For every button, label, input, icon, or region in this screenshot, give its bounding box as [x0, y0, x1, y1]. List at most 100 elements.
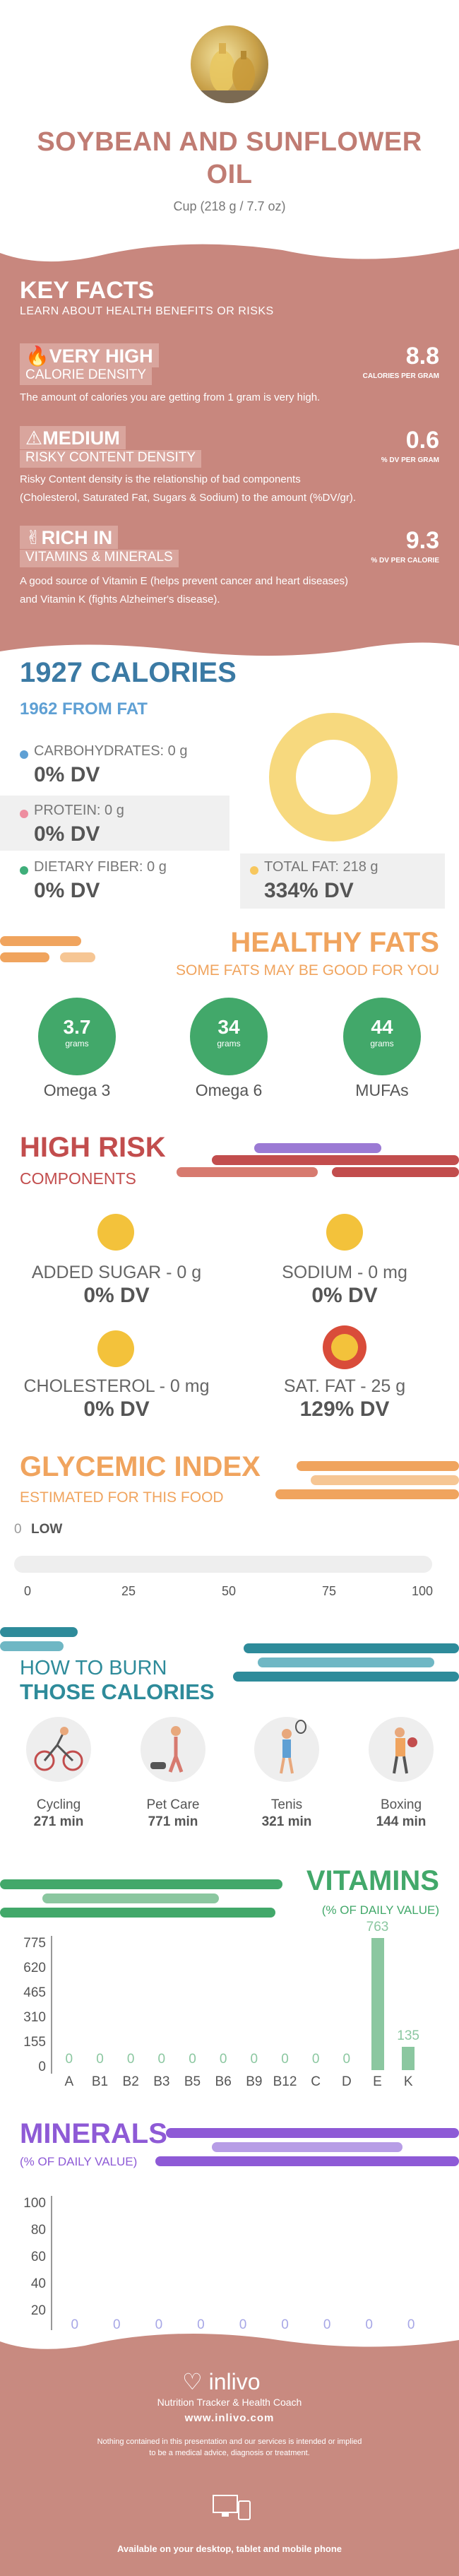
stripe-decoration — [60, 952, 95, 962]
vitamins-title: VITAMINS — [306, 1865, 439, 1896]
warning-icon: ⚠ — [25, 427, 43, 449]
fiber-block — [0, 853, 230, 909]
heart-icon: ♡ — [182, 2369, 203, 2394]
y-tick: 80 — [30, 2223, 46, 2238]
calorie-density-unit: CALORIES PER GRAM — [362, 372, 439, 380]
bar-value-label: 0 — [197, 2317, 205, 2332]
y-axis — [51, 1936, 52, 2074]
rich-in-unit: % DV PER CALORIE — [371, 557, 439, 565]
burn-title-1: HOW TO BURN — [20, 1657, 167, 1679]
bar-value-label: 0 — [250, 2052, 258, 2067]
fat-dv: 334% DV — [264, 879, 354, 902]
stripe-decoration — [0, 1641, 64, 1651]
risky-density-label: RISKY CONTENT DENSITY — [20, 450, 202, 468]
frown-icon — [323, 1325, 366, 1369]
stripe-decoration — [297, 1461, 459, 1471]
x-tick-label: B5 — [184, 2074, 201, 2089]
bar-value-label: 0 — [155, 2317, 163, 2332]
x-tick-label: B9 — [246, 2074, 263, 2089]
y-tick: 155 — [23, 2035, 46, 2050]
x-tick-label: B6 — [215, 2074, 232, 2089]
omega6-label: Omega 6 — [195, 1081, 263, 1099]
calories-donut — [269, 713, 398, 841]
y-tick: 465 — [23, 1985, 46, 2000]
stripe-decoration — [42, 1893, 219, 1903]
fat-dot — [250, 866, 258, 875]
y-axis — [51, 2196, 52, 2337]
minerals-subtitle: (% OF DAILY VALUE) — [20, 2155, 138, 2168]
bar-value-label: 0 — [157, 2052, 166, 2067]
footer-disclaimer: Nothing contained in this presentation a… — [97, 2438, 362, 2457]
stripe-decoration — [212, 1155, 459, 1165]
gi-track — [14, 1556, 432, 1573]
fiber-dot — [20, 866, 28, 875]
chart-bar — [371, 1937, 384, 2070]
minerals-chart: 100 80 60 40 20 0 0Ca0Cu0Fe0K0Mg0Mn0P0Se… — [0, 2175, 459, 2355]
bar-value-label: 0 — [113, 2317, 121, 2332]
y-tick: 0 — [38, 2060, 46, 2074]
x-tick-label: E — [373, 2074, 382, 2089]
stripe-decoration — [244, 1643, 459, 1653]
bar-value-label: 0 — [281, 2317, 289, 2332]
gi-tick: 100 — [412, 1584, 434, 1598]
stripe-decoration — [0, 1908, 275, 1918]
bar-value-label: 0 — [65, 2052, 73, 2067]
high-risk-subtitle: COMPONENTS — [20, 1169, 136, 1188]
bar-value-label: 0 — [126, 2052, 135, 2067]
brand-logo: ♡ inlivo — [182, 2369, 261, 2394]
minerals-title: MINERALS — [20, 2118, 167, 2149]
glycemic-title: GLYCEMIC INDEX — [20, 1451, 261, 1482]
burn-title-2: THOSE CALORIES — [20, 1679, 215, 1704]
tennis-label: Tenis — [270, 1797, 303, 1812]
healthy-fats-title: HEALTHY FATS — [230, 927, 439, 958]
gi-tick: 75 — [322, 1584, 337, 1598]
x-tick-label: D — [341, 2074, 352, 2089]
sat-fat-label: SAT. FAT - 25 g — [283, 1376, 406, 1396]
gi-tick: 50 — [222, 1584, 237, 1598]
x-tick-label: B2 — [122, 2074, 139, 2089]
devices-icon — [212, 2494, 251, 2526]
sodium-label: SODIUM - 0 mg — [282, 1263, 407, 1282]
omega3-badge: 3.7 grams — [38, 998, 116, 1075]
tennis-value: 321 min — [261, 1814, 312, 1829]
carbs-block — [0, 735, 230, 790]
rich-in-level: ✌RICH IN — [20, 526, 119, 549]
stripe-decoration — [332, 1167, 459, 1177]
bar-value-label: 135 — [397, 2028, 419, 2043]
rich-in-label: VITAMINS & MINERALS — [20, 550, 179, 567]
gi-level: LOW — [31, 1522, 63, 1537]
chart-bar — [402, 2046, 415, 2070]
rich-in-desc: A good source of Vitamin E (helps preven… — [20, 575, 348, 605]
carbs-label: CARBOHYDRATES: 0 g — [34, 743, 188, 759]
y-tick: 40 — [30, 2276, 46, 2291]
x-tick-label: B12 — [273, 2074, 297, 2089]
cholesterol-dv: 0% DV — [83, 1398, 150, 1421]
bar-value-label: 0 — [219, 2052, 227, 2067]
pet-care-icon — [141, 1717, 205, 1782]
footer-tagline: Nutrition Tracker & Health Coach — [157, 2397, 302, 2408]
stripe-decoration — [254, 1143, 381, 1153]
gi-value: 0 — [14, 1522, 22, 1537]
bar-value-label: 0 — [311, 2052, 320, 2067]
protein-dot — [20, 810, 28, 818]
stripe-decoration — [0, 952, 49, 962]
y-tick: 310 — [23, 2010, 46, 2025]
sat-fat-dv: 129% DV — [299, 1398, 390, 1421]
calorie-density-label: CALORIE DENSITY — [20, 367, 153, 385]
omega3-label: Omega 3 — [43, 1081, 111, 1099]
x-tick-label: B1 — [91, 2074, 109, 2089]
footer-url[interactable]: www.inlivo.com — [184, 2412, 275, 2424]
mufas-badge: 44 grams — [343, 998, 421, 1075]
x-tick-label: A — [64, 2074, 74, 2089]
fiber-label: DIETARY FIBER: 0 g — [34, 859, 167, 875]
stripe-decoration — [212, 2142, 403, 2152]
stripe-decoration — [0, 936, 81, 946]
wave-bottom — [0, 642, 459, 664]
stripe-decoration — [166, 2128, 459, 2138]
bar-value-label: 0 — [96, 2052, 104, 2067]
boxing-value: 144 min — [376, 1814, 427, 1829]
bar-value-label: 0 — [342, 2052, 351, 2067]
bar-value-label: 0 — [323, 2317, 331, 2332]
risky-density-level: ⚠MEDIUM — [20, 426, 126, 449]
y-tick: 20 — [30, 2303, 46, 2318]
